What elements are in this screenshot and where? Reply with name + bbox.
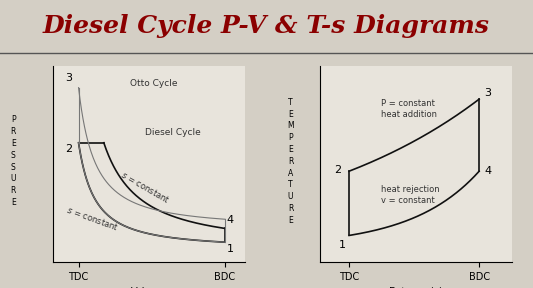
Text: heat rejection
v = constant: heat rejection v = constant [381, 185, 440, 205]
Text: T
E
M
P
E
R
A
T
U
R
E: T E M P E R A T U R E [287, 98, 294, 225]
Text: 1: 1 [227, 244, 233, 254]
Text: 1: 1 [339, 240, 346, 250]
Text: Diesel Cycle: Diesel Cycle [146, 128, 201, 137]
Text: $s$ = constant: $s$ = constant [118, 168, 172, 205]
X-axis label: Entropy (s): Entropy (s) [389, 287, 442, 288]
Text: P = constant
heat addition: P = constant heat addition [381, 99, 437, 119]
Text: 2: 2 [334, 165, 341, 175]
Text: $s$ = constant: $s$ = constant [65, 204, 120, 233]
Text: Diesel Cycle P-V & T-s Diagrams: Diesel Cycle P-V & T-s Diagrams [43, 14, 490, 38]
Text: 3: 3 [65, 73, 72, 83]
Text: Otto Cycle: Otto Cycle [130, 79, 177, 88]
Text: P
R
E
S
S
U
R
E: P R E S S U R E [11, 115, 16, 207]
Text: 2: 2 [64, 144, 72, 154]
Text: 3: 3 [484, 88, 491, 98]
X-axis label: Volume: Volume [131, 287, 167, 288]
Text: 4: 4 [227, 215, 234, 225]
Text: 4: 4 [484, 166, 491, 176]
